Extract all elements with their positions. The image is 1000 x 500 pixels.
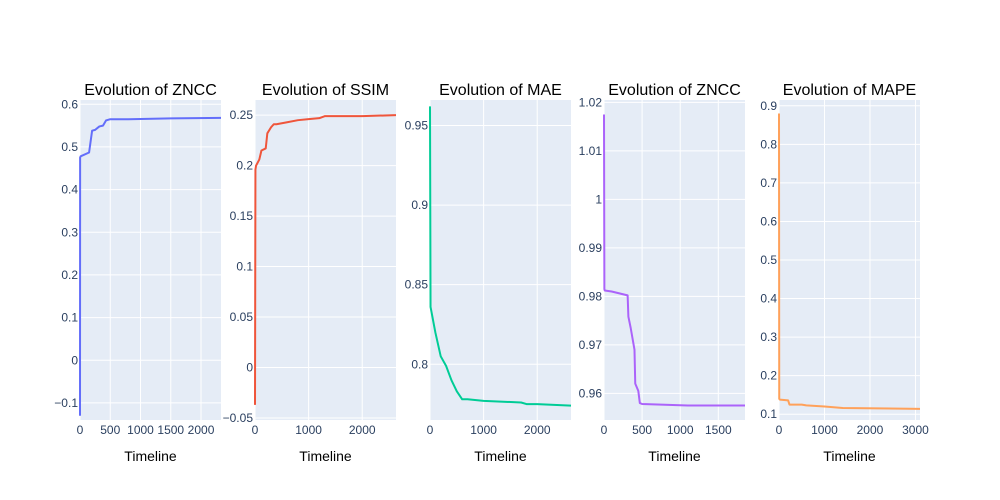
y-tick-label: 0.4 xyxy=(760,292,777,306)
x-tick-label: 1000 xyxy=(295,423,322,437)
y-tick-label: 1.02 xyxy=(579,95,603,109)
y-tick-label: 0.85 xyxy=(405,278,429,292)
series-line xyxy=(603,114,745,407)
y-tick-label: 0.5 xyxy=(760,253,777,267)
x-tick-label: 0 xyxy=(252,423,259,437)
series-line xyxy=(429,106,572,407)
subplot-title: Evolution of ZNCC xyxy=(84,82,217,99)
subplot-title: Evolution of ZNCC xyxy=(608,82,741,99)
plot-area xyxy=(604,100,745,420)
x-tick-label: 1500 xyxy=(705,423,732,437)
y-tick-label: 0.1 xyxy=(760,407,777,421)
y-tick-label: 0.1 xyxy=(236,260,253,274)
y-tick-label: 0.1 xyxy=(61,311,78,325)
y-tick-label: 0.4 xyxy=(61,183,78,197)
plot-area xyxy=(80,100,221,420)
x-tick-label: 1000 xyxy=(667,423,694,437)
y-tick-label: 0.2 xyxy=(760,369,777,383)
y-tick-label: 0.6 xyxy=(760,214,777,228)
y-tick-label: 0.2 xyxy=(236,159,253,173)
x-axis-label: Timeline xyxy=(124,448,177,464)
x-tick-label: 0 xyxy=(77,423,84,437)
x-tick-label: 3000 xyxy=(902,423,929,437)
y-tick-label: 1 xyxy=(595,192,602,206)
y-tick-label: 0.3 xyxy=(61,225,78,239)
y-tick-label: 0.97 xyxy=(579,338,603,352)
y-tick-label: 0.95 xyxy=(405,118,429,132)
subplot-title: Evolution of MAE xyxy=(439,82,562,99)
x-tick-label: 1000 xyxy=(811,423,838,437)
x-tick-label: 1500 xyxy=(157,423,184,437)
x-tick-label: 500 xyxy=(100,423,120,437)
x-axis-label: Timeline xyxy=(474,448,527,464)
y-tick-label: 0.5 xyxy=(61,140,78,154)
x-axis-label: Timeline xyxy=(299,448,352,464)
y-tick-label: 0 xyxy=(246,361,253,375)
y-tick-label: 0.9 xyxy=(411,198,428,212)
x-tick-label: 0 xyxy=(776,423,783,437)
y-tick-label: 0.3 xyxy=(760,330,777,344)
y-tick-label: 0.98 xyxy=(579,289,603,303)
y-tick-label: −0.1 xyxy=(54,396,78,410)
x-tick-label: 1000 xyxy=(127,423,154,437)
y-tick-label: 0.96 xyxy=(579,386,603,400)
subplot-4: 0.96 0.97 0.98 0.99 1 1.01 1.02 0 500 1000 1500 Evo… xyxy=(579,82,745,464)
y-tick-label: 0.15 xyxy=(230,209,254,223)
x-tick-label: 2000 xyxy=(188,423,215,437)
series-line xyxy=(79,116,222,416)
subplot-title: Evolution of SSIM xyxy=(262,82,389,99)
x-tick-label: 500 xyxy=(632,423,652,437)
x-tick-label: 1000 xyxy=(470,423,497,437)
subplot-5: 0.1 0.2 0.3 0.4 0.5 0.6 0.7 0.8 0.9 0 1000 2000 3000… xyxy=(760,82,929,464)
plot-area xyxy=(255,100,396,420)
subplot-1: −0.1 0 0.1 0.2 0.3 0.4 0.5 0.6 0 500 1000 1500 2000 E… xyxy=(54,82,222,464)
y-tick-label: 0.7 xyxy=(760,176,777,190)
y-tick-label: 0 xyxy=(71,353,78,367)
y-tick-label: 0.6 xyxy=(61,97,78,111)
plot-area xyxy=(430,100,571,420)
x-axis-label: Timeline xyxy=(648,448,701,464)
y-tick-label: −0.05 xyxy=(223,411,254,425)
x-axis-label: Timeline xyxy=(823,448,876,464)
subplot-title: Evolution of MAPE xyxy=(783,82,916,99)
y-tick-label: 1.01 xyxy=(579,144,603,158)
x-tick-label: 0 xyxy=(601,423,608,437)
x-tick-label: 0 xyxy=(427,423,434,437)
x-tick-label: 2000 xyxy=(524,423,551,437)
y-tick-label: 0.2 xyxy=(61,268,78,282)
series-line xyxy=(778,113,921,410)
x-tick-label: 2000 xyxy=(857,423,884,437)
y-tick-label: 0.8 xyxy=(411,357,428,371)
y-tick-label: 0.25 xyxy=(230,108,254,122)
subplot-3: 0.8 0.85 0.9 0.95 0 1000 2000 Evolution of MAE T… xyxy=(405,82,572,464)
y-tick-label: 0.9 xyxy=(760,99,777,113)
x-tick-label: 2000 xyxy=(349,423,376,437)
y-tick-label: 0.8 xyxy=(760,137,777,151)
y-tick-label: 0.99 xyxy=(579,241,603,255)
series-line xyxy=(254,114,397,405)
y-tick-label: 0.05 xyxy=(230,310,254,324)
